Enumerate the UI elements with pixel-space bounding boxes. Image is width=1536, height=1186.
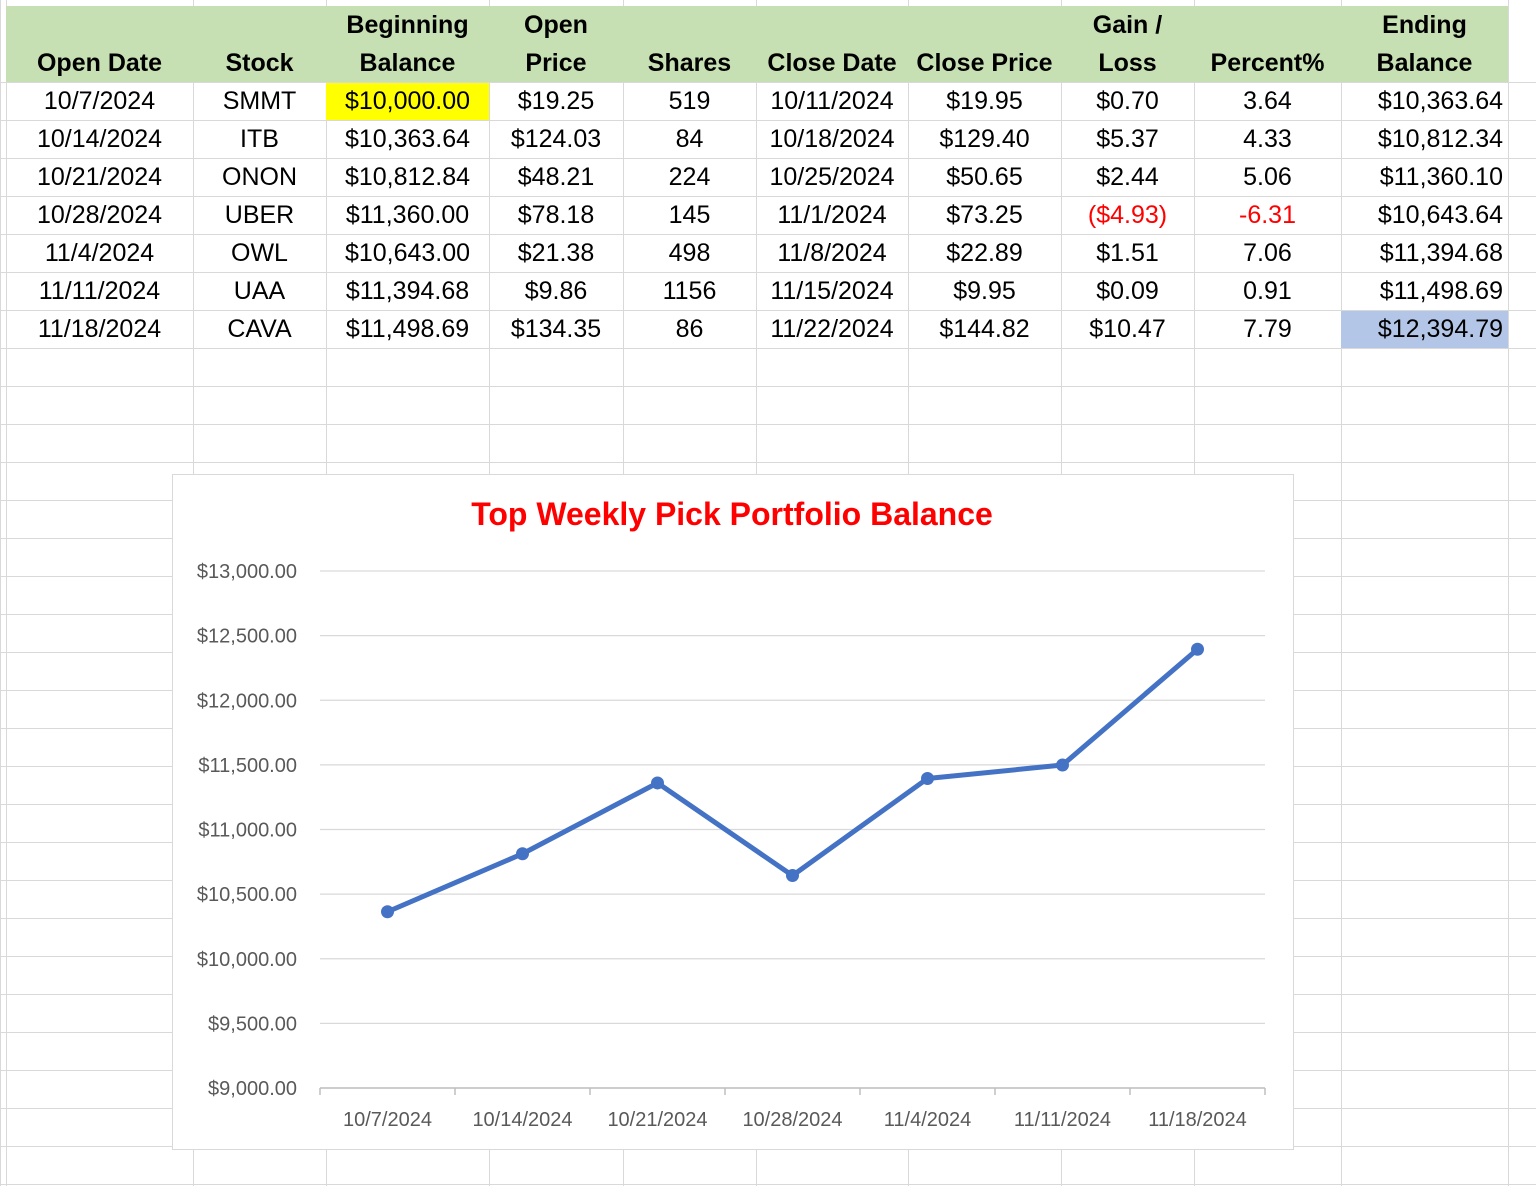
header-line2: Open Date [36, 49, 163, 77]
table-cell[interactable]: $5.37 [1096, 125, 1159, 153]
header-line2: Loss [1098, 49, 1157, 77]
table-cell[interactable]: UBER [224, 201, 295, 229]
column-header[interactable]: Shares [623, 6, 756, 82]
header-line2: Balance [359, 49, 456, 77]
table-cell[interactable]: $10,812.34 [1377, 125, 1503, 153]
table-cell[interactable]: $10,000.00 [326, 83, 489, 120]
table-cell[interactable]: $22.89 [946, 239, 1023, 267]
column-header[interactable]: Percent% [1194, 6, 1341, 82]
column-header[interactable]: Close Price [908, 6, 1061, 82]
table-cell[interactable]: 519 [668, 87, 711, 115]
table-cell[interactable]: $11,498.69 [345, 315, 470, 343]
table-cell[interactable]: OWL [231, 239, 288, 267]
table-cell[interactable]: 10/25/2024 [769, 163, 895, 191]
table-cell[interactable]: 10/21/2024 [36, 163, 163, 191]
column-header[interactable]: Ending Balance [1341, 6, 1508, 82]
chart-area[interactable] [172, 474, 1294, 1150]
table-cell[interactable]: $73.25 [946, 201, 1023, 229]
table-cell[interactable]: $10,643.64 [1377, 201, 1503, 229]
table-cell[interactable]: 7.06 [1243, 239, 1292, 267]
table-cell[interactable]: 11/1/2024 [777, 201, 887, 229]
table-cell[interactable]: $19.25 [517, 87, 595, 115]
table-cell[interactable]: 11/15/2024 [770, 277, 894, 305]
table-cell[interactable]: $129.40 [939, 125, 1030, 153]
table-cell[interactable]: 10/28/2024 [36, 201, 163, 229]
table-cell[interactable]: $48.21 [517, 163, 595, 191]
table-cell[interactable]: $19.95 [946, 87, 1023, 115]
table-cell[interactable]: 0.91 [1243, 277, 1292, 305]
table-cell[interactable]: $21.38 [517, 239, 595, 267]
table-cell[interactable]: ($4.93) [1087, 201, 1168, 229]
table-cell[interactable]: 10/11/2024 [770, 87, 894, 115]
table-cell[interactable]: $124.03 [510, 125, 602, 153]
column-header[interactable]: Stock [193, 6, 326, 82]
table-cell[interactable]: ONON [222, 163, 297, 191]
table-cell[interactable]: -6.31 [1239, 201, 1296, 229]
table-cell[interactable]: $11,394.68 [1379, 239, 1503, 267]
table-cell[interactable]: 7.79 [1243, 315, 1292, 343]
table-cell[interactable]: 84 [675, 125, 704, 153]
column-header[interactable]: Open Price [489, 6, 623, 82]
table-cell[interactable]: $1.51 [1096, 239, 1159, 267]
table-cell[interactable]: ITB [240, 125, 279, 153]
table-cell[interactable]: 10/18/2024 [769, 125, 895, 153]
table-cell[interactable]: $11,360.00 [345, 201, 470, 229]
table-cell[interactable]: $78.18 [517, 201, 595, 229]
table-cell[interactable]: 10/14/2024 [36, 125, 163, 153]
table-cell[interactable]: $11,394.68 [345, 277, 470, 305]
table-cell[interactable]: 1156 [662, 277, 717, 305]
table-cell[interactable]: 86 [675, 315, 704, 343]
table-cell[interactable]: $0.70 [1096, 87, 1159, 115]
table-cell[interactable]: 145 [668, 201, 711, 229]
header-line1: Open [524, 11, 588, 39]
table-cell[interactable]: $11,498.69 [1379, 277, 1503, 305]
header-line2: Balance [1376, 49, 1473, 77]
table-cell[interactable]: $134.35 [510, 315, 602, 343]
table-cell[interactable]: 224 [668, 163, 711, 191]
column-header[interactable]: Close Date [756, 6, 908, 82]
table-cell[interactable]: 11/11/2024 [38, 277, 161, 305]
table-cell[interactable]: $9.86 [524, 277, 588, 305]
header-line2: Price [525, 49, 587, 77]
header-line2: Close Date [767, 49, 897, 77]
table-cell[interactable]: 11/8/2024 [777, 239, 887, 267]
table-cell[interactable]: $0.09 [1096, 277, 1159, 305]
table-cell[interactable]: 5.06 [1243, 163, 1292, 191]
table-cell[interactable]: $2.44 [1096, 163, 1159, 191]
table-cell[interactable]: $10.47 [1089, 315, 1166, 343]
column-header[interactable]: Beginning Balance [326, 6, 489, 82]
table-cell[interactable]: $9.95 [953, 277, 1016, 305]
header-line1: Ending [1382, 11, 1467, 39]
header-line2: Percent% [1210, 49, 1325, 77]
table-cell[interactable]: $144.82 [939, 315, 1030, 343]
table-cell[interactable]: SMMT [222, 87, 297, 115]
table-cell[interactable]: UAA [233, 277, 286, 305]
header-line2: Stock [225, 49, 294, 77]
table-cell[interactable]: 11/22/2024 [770, 315, 894, 343]
table-cell[interactable]: 10/7/2024 [43, 87, 156, 115]
chart-title: Top Weekly Pick Portfolio Balance [471, 496, 993, 532]
column-header[interactable]: Gain / Loss [1061, 6, 1194, 82]
header-line1: Beginning [346, 11, 469, 39]
header-row-background [6, 6, 1508, 82]
table-cell[interactable]: CAVA [227, 315, 292, 343]
table-cell[interactable]: $12,394.79 [1341, 311, 1508, 348]
table-cell[interactable]: 11/18/2024 [37, 315, 162, 343]
table-cell[interactable]: $50.65 [946, 163, 1023, 191]
table-cell[interactable]: $10,363.64 [344, 125, 471, 153]
table-cell[interactable]: $10,363.64 [1377, 87, 1503, 115]
header-line1: Gain / [1092, 11, 1163, 39]
header-line2: Shares [647, 49, 732, 77]
header-line2: Close Price [916, 49, 1053, 77]
column-header[interactable]: Open Date [6, 6, 193, 82]
table-cell[interactable]: $10,643.00 [344, 239, 471, 267]
table-cell[interactable]: 3.64 [1243, 87, 1292, 115]
table-cell[interactable]: $10,812.84 [344, 163, 471, 191]
table-cell[interactable]: 11/4/2024 [44, 239, 155, 267]
table-cell[interactable]: 4.33 [1243, 125, 1292, 153]
table-cell[interactable]: $11,360.10 [1379, 163, 1503, 191]
table-cell[interactable]: 498 [668, 239, 711, 267]
